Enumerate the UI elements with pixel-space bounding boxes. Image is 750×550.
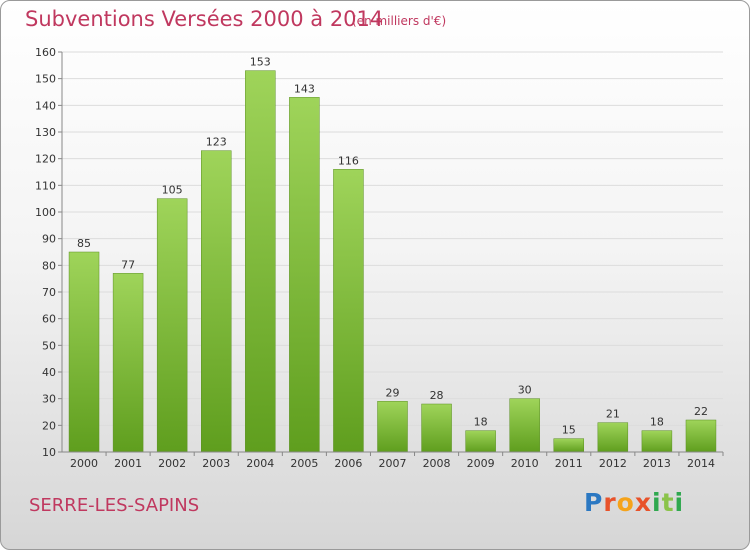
y-tick-label: 60 xyxy=(42,313,56,326)
bar-value-label: 18 xyxy=(474,416,488,429)
place-name: SERRE-LES-SAPINS xyxy=(29,495,200,516)
proxiti-logo[interactable]: Proxiti xyxy=(584,488,685,517)
x-tick-label: 2012 xyxy=(599,457,627,470)
y-tick-label: 150 xyxy=(35,73,56,86)
chart-title: Subventions Versées 2000 à 2014 xyxy=(25,7,384,31)
bar[interactable] xyxy=(421,403,452,453)
bar-value-label: 21 xyxy=(606,408,620,421)
y-tick-label: 110 xyxy=(35,179,56,192)
bar-value-label: 116 xyxy=(338,154,359,167)
y-tick-label: 140 xyxy=(35,99,56,112)
bar[interactable] xyxy=(156,198,188,453)
bar[interactable] xyxy=(685,419,717,453)
bar-value-label: 85 xyxy=(77,237,91,250)
bar[interactable] xyxy=(245,70,276,453)
x-tick-label: 2014 xyxy=(687,457,715,470)
bar-value-label: 153 xyxy=(250,56,271,69)
bar-value-label: 15 xyxy=(562,424,576,437)
bar-value-label: 30 xyxy=(518,384,532,397)
bar[interactable] xyxy=(201,150,232,453)
y-tick-label: 160 xyxy=(35,46,56,59)
x-tick-label: 2009 xyxy=(467,457,495,470)
bar[interactable] xyxy=(377,401,408,453)
x-tick-label: 2001 xyxy=(114,457,142,470)
bar-value-label: 77 xyxy=(121,258,135,271)
bar-value-label: 22 xyxy=(694,405,708,418)
y-tick-label: 90 xyxy=(42,233,56,246)
y-tick-label: 100 xyxy=(35,206,56,219)
bar-value-label: 143 xyxy=(294,82,315,95)
bar[interactable] xyxy=(641,430,673,453)
bar[interactable] xyxy=(333,169,364,453)
x-tick-label: 2010 xyxy=(511,457,539,470)
x-tick-label: 2008 xyxy=(423,457,451,470)
x-tick-label: 2003 xyxy=(202,457,230,470)
bar-value-label: 29 xyxy=(386,386,400,399)
bar[interactable] xyxy=(465,430,496,453)
x-tick-label: 2004 xyxy=(246,457,274,470)
y-tick-label: 40 xyxy=(42,366,56,379)
y-tick-label: 50 xyxy=(42,339,56,352)
x-tick-label: 2000 xyxy=(70,457,98,470)
y-axis: 10 20 30 40 50 60 70 80 90 100 110 120 130 140 150 160 xyxy=(35,46,63,459)
x-tick-label: 2006 xyxy=(334,457,362,470)
x-tick-label: 2005 xyxy=(290,457,318,470)
bar[interactable] xyxy=(112,273,144,453)
bars: 85 77 105 123 153 143 116 29 28 18 30 15 21 18 22 xyxy=(68,56,717,453)
bar[interactable] xyxy=(68,251,100,453)
y-tick-label: 20 xyxy=(42,419,56,432)
bar[interactable] xyxy=(597,422,629,453)
bar[interactable] xyxy=(553,438,584,453)
y-tick-label: 10 xyxy=(42,446,56,459)
x-axis: 2000 2001 2002 2003 2004 2005 2006 2007 2008 2009… xyxy=(62,451,724,470)
y-tick-label: 70 xyxy=(42,286,56,299)
x-tick-label: 2011 xyxy=(555,457,583,470)
bar-value-label: 28 xyxy=(430,389,444,402)
bar-value-label: 105 xyxy=(162,184,183,197)
x-tick-label: 2013 xyxy=(643,457,671,470)
y-tick-label: 30 xyxy=(42,393,56,406)
bar-value-label: 123 xyxy=(206,136,227,149)
y-tick-label: 120 xyxy=(35,153,56,166)
chart-unit: (en milliers d'€) xyxy=(352,14,447,28)
y-tick-label: 80 xyxy=(42,259,56,272)
bar[interactable] xyxy=(509,398,540,453)
bar-value-label: 18 xyxy=(650,416,664,429)
y-tick-label: 130 xyxy=(35,126,56,139)
bar[interactable] xyxy=(289,97,320,453)
x-tick-label: 2007 xyxy=(379,457,407,470)
x-tick-label: 2002 xyxy=(158,457,186,470)
